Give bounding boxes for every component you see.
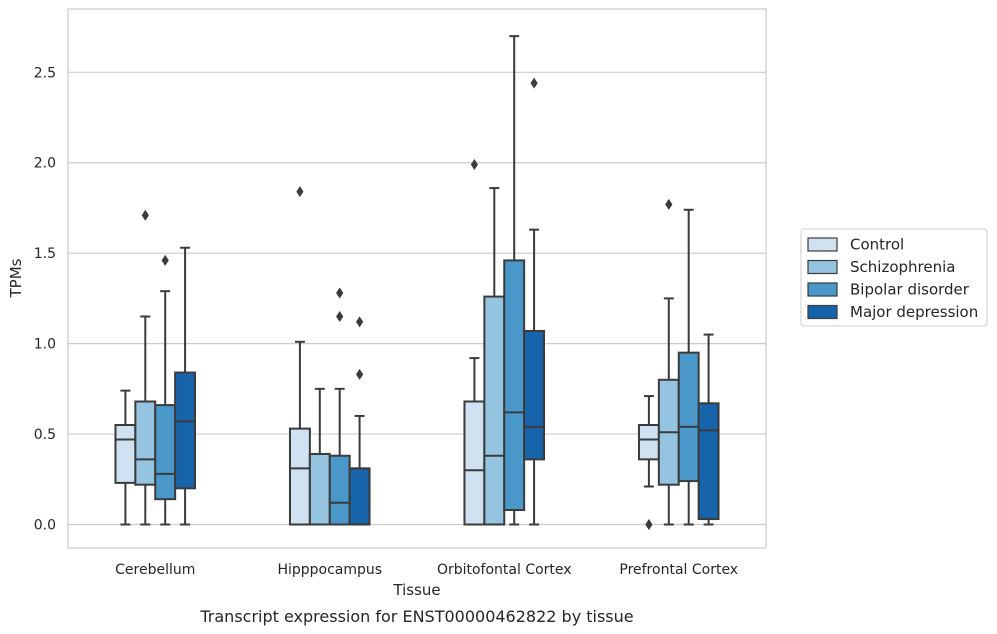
x-tick-labels: Cerebellum Hipppocampus Orbitofontal Corte… [115, 562, 738, 578]
x-tick-label: Cerebellum [115, 562, 195, 578]
box-control [288, 186, 311, 526]
box-iqr [348, 467, 371, 526]
outlier-point [530, 77, 538, 89]
plot-frame [67, 8, 767, 549]
box-iqr [503, 259, 526, 512]
y-tick-label: 2.0 [34, 156, 56, 172]
box-control [114, 389, 137, 526]
box-bipolar-disorder [154, 254, 177, 526]
x-tick-label: Orbitofontal Cortex [437, 562, 572, 578]
box-control [463, 159, 486, 526]
box-bipolar-disorder [677, 208, 700, 526]
box-schizophrenia [308, 387, 331, 526]
y-tick-label: 0.0 [34, 517, 56, 533]
x-axis-title: Tissue [392, 581, 440, 599]
outlier-point [336, 287, 344, 299]
box-iqr [174, 371, 197, 490]
chart-caption: Transcript expression for ENST0000046282… [199, 607, 633, 626]
x-tick-label: Prefrontal Cortex [619, 562, 738, 578]
box-iqr [677, 351, 700, 483]
legend-label: Major depression [850, 303, 978, 321]
box-iqr [637, 424, 660, 461]
box-major-depression [523, 77, 546, 526]
outlier-point [645, 518, 653, 530]
x-tick-label: Hipppocampus [277, 562, 382, 578]
legend-label: Bipolar disorder [850, 281, 970, 299]
legend-swatch [807, 259, 838, 275]
outlier-point [355, 368, 364, 380]
box-plots [114, 35, 720, 530]
box-iqr [134, 400, 157, 486]
box-iqr [463, 400, 486, 526]
legend-label: Control [850, 236, 904, 254]
y-tick-label: 1.5 [34, 246, 56, 262]
box-bipolar-disorder [328, 287, 351, 526]
box-schizophrenia [483, 187, 506, 526]
legend-label: Schizophrenia [850, 258, 955, 276]
box-iqr [697, 402, 720, 521]
box-control [637, 395, 660, 530]
box-major-depression [174, 246, 197, 526]
box-bipolar-disorder [503, 35, 526, 526]
box-major-depression [697, 333, 720, 526]
outlier-point [141, 209, 149, 221]
box-iqr [523, 329, 546, 461]
y-axis-title: TPMs [7, 258, 25, 298]
box-iqr [154, 404, 177, 501]
legend-swatch [807, 282, 838, 297]
box-iqr [308, 452, 331, 526]
y-tick-label: 0.5 [34, 427, 56, 443]
outlier-point [336, 310, 344, 322]
y-tick-labels: 0.0 0.5 1.0 1.5 2.0 2.5 [34, 65, 56, 533]
box-iqr [288, 427, 311, 526]
box-iqr [114, 424, 137, 484]
box-iqr [328, 454, 351, 526]
legend: Control Schizophrenia Bipolar disorder Majo… [800, 228, 988, 327]
outlier-point [355, 316, 364, 328]
box-iqr [483, 295, 506, 526]
legend-frame [800, 228, 988, 327]
outlier-point [161, 254, 169, 266]
y-tick-label: 1.0 [34, 337, 56, 353]
y-tick-label: 2.5 [34, 65, 56, 81]
box-schizophrenia [657, 198, 680, 526]
legend-swatch [807, 304, 838, 320]
outlier-point [470, 159, 479, 171]
outlier-point [665, 198, 673, 210]
legend-swatch [807, 237, 838, 252]
box-schizophrenia [134, 209, 157, 526]
box-major-depression [348, 316, 371, 526]
outlier-point [296, 186, 304, 198]
